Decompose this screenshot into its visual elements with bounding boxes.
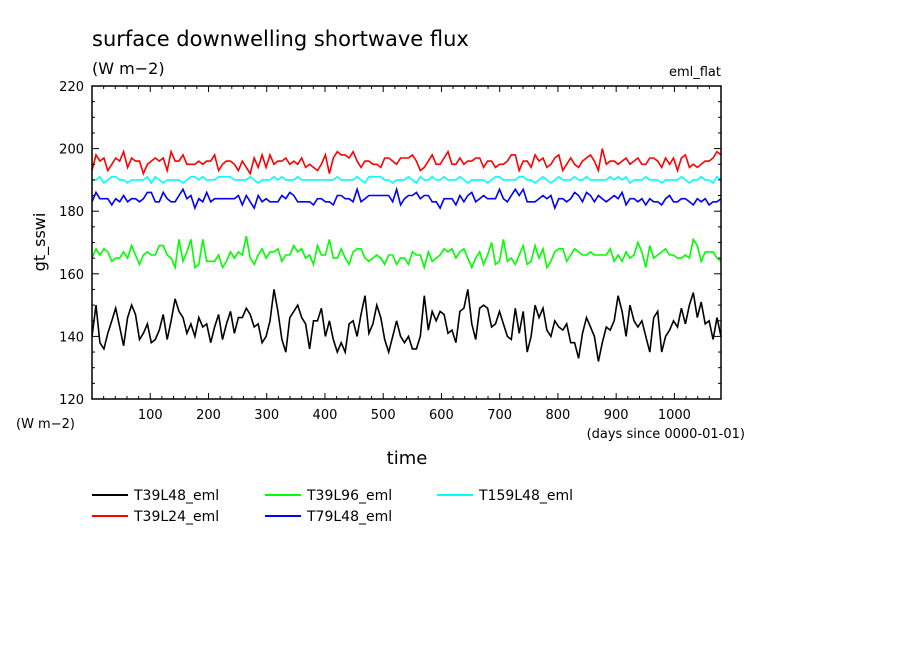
legend-label-T159L48_eml: T159L48_eml	[478, 488, 573, 504]
legend-label-T79L48_eml: T79L48_eml	[306, 509, 392, 525]
x-tick-label: 800	[546, 408, 571, 423]
x-tick-label: 600	[429, 408, 454, 423]
legend-label-T39L96_eml: T39L96_eml	[306, 488, 392, 504]
x-tick-label: 100	[138, 408, 163, 423]
y-tick-label: 180	[59, 205, 84, 220]
y-tick-label: 200	[59, 143, 84, 158]
series-line-T159L48_eml	[92, 175, 722, 185]
chart-subtitle: (W m−2)	[92, 59, 165, 78]
y-tick-label: 160	[59, 268, 84, 283]
x-tick-label: 1000	[658, 408, 691, 423]
legend-label-T39L48_eml: T39L48_eml	[133, 488, 219, 504]
x-tick-label: 900	[604, 408, 629, 423]
legend-label-T39L24_eml: T39L24_eml	[133, 509, 219, 525]
y-axis: 120 140 160 180 200 220	[59, 80, 721, 408]
series-line-T79L48_eml	[91, 186, 722, 211]
x-tick-label: 400	[313, 408, 338, 423]
y-tick-label: 140	[59, 330, 84, 345]
legend: T39L48_eml T39L24_eml T39L96_eml T79L48_eml…	[92, 488, 573, 525]
x-tick-label: 300	[254, 408, 279, 423]
series-line-T39L24_eml	[91, 148, 722, 176]
x-axis-label: time	[387, 448, 428, 469]
series-group	[91, 148, 722, 362]
chart-title: surface downwelling shortwave flux	[92, 27, 469, 51]
plot-frame	[91, 85, 722, 400]
x-tick-label: 500	[371, 408, 396, 423]
y-tick-label: 120	[59, 393, 84, 408]
x-unit-label: (days since 0000-01-01)	[587, 427, 745, 442]
x-tick-label: 700	[487, 408, 512, 423]
series-line-T39L48_eml	[91, 289, 722, 362]
x-axis: 100 200 300 400 500 600 700 800 900 1000	[103, 86, 710, 423]
y-tick-label: 220	[59, 80, 84, 95]
x-tick-label: 200	[196, 408, 221, 423]
y-unit-label: (W m−2)	[16, 417, 75, 432]
corner-label: eml_flat	[669, 65, 721, 80]
y-axis-label: gt_sswi	[30, 213, 50, 272]
series-line-T39L96_eml	[91, 236, 722, 271]
